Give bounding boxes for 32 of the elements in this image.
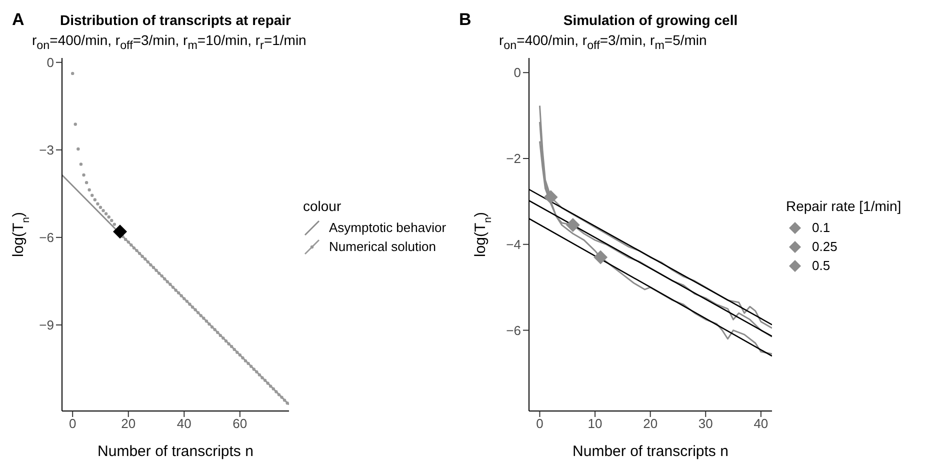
legend-label: 0.1 xyxy=(812,220,830,235)
y-tick-label: −9 xyxy=(39,318,54,333)
x-tick-label: 60 xyxy=(232,416,248,432)
legend-label: Asymptotic behavior xyxy=(329,220,446,235)
x-tick-label: 30 xyxy=(698,416,713,432)
legend-label: 0.5 xyxy=(812,258,830,273)
legend-title: colour xyxy=(303,198,342,214)
x-tick-label: 20 xyxy=(643,416,658,432)
legend-title: Repair rate [1/min] xyxy=(786,198,902,214)
y-tick-label: −4 xyxy=(506,236,521,252)
x-axis-title: Number of transcripts n xyxy=(572,443,728,460)
text: r$_{on}$=400/min, r$_{off}$=3/min, r$_{m}$=10/min, r$_{r}$=1/min xyxy=(32,32,306,52)
x-tick-label: 40 xyxy=(176,416,192,432)
y-tick-label: 0 xyxy=(46,54,54,70)
text: B xyxy=(459,10,472,30)
legend-label: 0.25 xyxy=(812,239,838,254)
chart-title: Simulation of growing cell xyxy=(562,12,739,28)
chart-title: Distribution of transcripts at repair xyxy=(58,12,292,28)
y-tick-label: −2 xyxy=(506,151,521,166)
y-tick-label: −6 xyxy=(506,322,521,338)
y-tick-label: 0 xyxy=(514,65,521,80)
y-tick-label: −3 xyxy=(39,142,54,158)
x-tick-label: 0 xyxy=(536,416,544,432)
x-tick-label: 40 xyxy=(754,416,768,432)
x-tick-label: 10 xyxy=(588,416,602,432)
chart-subtitle: r$_{on}$=400/min, r$_{off}$=3/min, r$_{m}$=5/min xyxy=(499,32,707,52)
y-tick-label: −6 xyxy=(39,230,54,246)
x-tick-label: 0 xyxy=(68,416,76,432)
legend-label: Numerical solution xyxy=(329,239,436,254)
text: A xyxy=(12,10,24,30)
x-axis-title: Number of transcripts n xyxy=(98,443,254,460)
x-tick-label: 20 xyxy=(121,416,136,432)
